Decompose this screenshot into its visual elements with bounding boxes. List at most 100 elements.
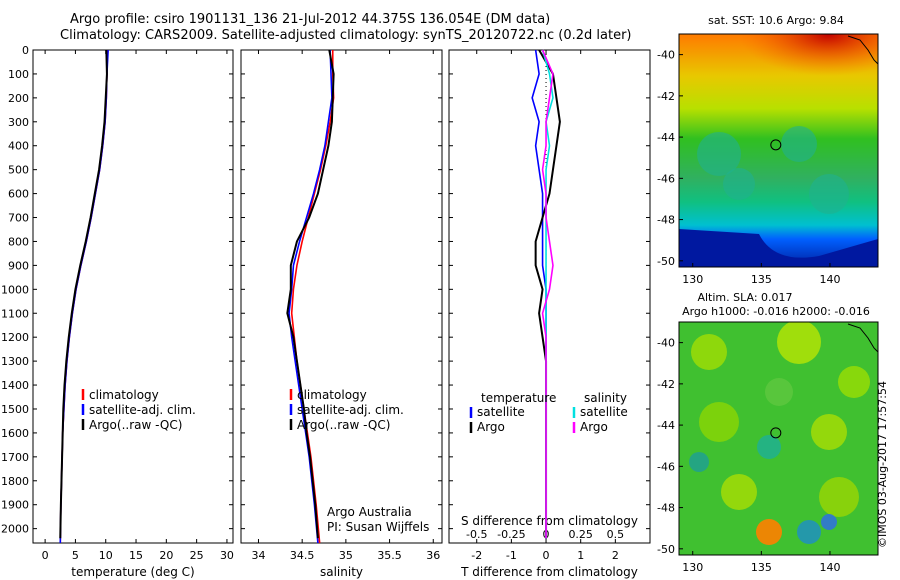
sst-blob xyxy=(781,126,817,162)
differences-panel: -2 -1 0 1 2 T difference from climatology S di… xyxy=(448,49,651,579)
coastline xyxy=(847,35,878,65)
y-tick-label: -50 xyxy=(657,543,675,556)
sst_map-frame xyxy=(678,33,879,268)
y-tick-label: 1500 xyxy=(1,403,29,416)
y-tick-label: -50 xyxy=(657,255,675,268)
y-tick-label: -48 xyxy=(657,214,675,227)
y-tick-label: 200 xyxy=(8,92,29,105)
differences-frame xyxy=(448,49,651,544)
y-tick-label: 700 xyxy=(8,212,29,225)
legend-label: satellite-adj. clim. xyxy=(297,403,404,417)
sla-blob xyxy=(691,334,727,370)
y-tick-label: 1300 xyxy=(1,355,29,368)
sla-blob xyxy=(777,322,821,364)
salinity-panel: 34 34.5 35 35.5 36 salinity climatologysatelli… xyxy=(240,49,443,579)
x-tick-label: 1 xyxy=(577,549,584,562)
x-tick-label: 0 xyxy=(543,549,550,562)
x-tick-label: 130 xyxy=(682,273,703,286)
sla-blob-low xyxy=(821,514,837,530)
sst-blob xyxy=(809,174,849,214)
y-tick-label: -46 xyxy=(657,172,675,185)
x-tick-label: 135 xyxy=(751,273,772,286)
sla_map-frame xyxy=(678,321,879,556)
salinity-diff-axis-label: S difference from climatology xyxy=(461,514,638,528)
y-tick-label: 900 xyxy=(8,259,29,272)
x-tick-label: 36 xyxy=(426,549,440,562)
y-tick-label: 600 xyxy=(8,188,29,201)
legend-title-temperature: temperature xyxy=(481,391,556,405)
x-tick-label: 35.5 xyxy=(377,549,402,562)
y-tick-label: 1900 xyxy=(1,499,29,512)
y-tick-label: -40 xyxy=(657,337,675,350)
legend-label: Argo(..raw -QC) xyxy=(297,418,390,432)
s-tick-label: 0.25 xyxy=(568,528,593,541)
sla-blob xyxy=(765,378,793,406)
sla_map-field xyxy=(679,322,878,555)
temperature-panel: 0100200300400500600700800900100011001200… xyxy=(1,44,234,579)
annotation-text: Argo Australia xyxy=(327,505,412,519)
sla-map-subtitle: Argo h1000: -0.016 h2000: -0.016 xyxy=(682,305,870,318)
salinity-series-argo---raw--qc- xyxy=(286,49,335,539)
temperature-frame xyxy=(32,49,234,544)
s-tick-label: 0.5 xyxy=(607,528,625,541)
y-tick-label: -48 xyxy=(657,502,675,515)
y-tick-label: -46 xyxy=(657,460,675,473)
y-tick-label: 300 xyxy=(8,116,29,129)
x-tick-label: 2 xyxy=(612,549,619,562)
x-tick-label: 0 xyxy=(42,549,49,562)
x-tick-label: 140 xyxy=(819,561,840,574)
temperature-series-argo---raw--qc- xyxy=(59,49,108,539)
salinity-xlabel: salinity xyxy=(320,565,363,579)
y-tick-label: 100 xyxy=(8,68,29,81)
argo-float-marker xyxy=(770,139,782,151)
sst_map-field xyxy=(679,34,878,267)
y-tick-label: -44 xyxy=(657,131,675,144)
legend-label: climatology xyxy=(297,388,367,402)
x-tick-label: 30 xyxy=(220,549,234,562)
x-tick-label: 34.5 xyxy=(290,549,315,562)
legend-title-salinity: salinity xyxy=(584,391,627,405)
legend-label: climatology xyxy=(89,388,159,402)
y-tick-label: 1800 xyxy=(1,475,29,488)
s-tick-label: -0.5 xyxy=(466,528,487,541)
y-tick-label: 0 xyxy=(22,44,29,57)
x-tick-label: 15 xyxy=(129,549,143,562)
x-tick-label: 34 xyxy=(251,549,265,562)
y-tick-label: 1000 xyxy=(1,283,29,296)
coastline xyxy=(847,323,878,353)
x-tick-label: 135 xyxy=(751,561,772,574)
s-tick-label: -0.25 xyxy=(497,528,525,541)
sla-blob-low xyxy=(757,435,781,459)
y-tick-label: 1100 xyxy=(1,307,29,320)
plot-title-line2: Climatology: CARS2009. Satellite-adjuste… xyxy=(60,28,632,43)
legend-label: Argo(..raw -QC) xyxy=(89,418,182,432)
y-tick-label: -44 xyxy=(657,419,675,432)
annotation-text: PI: Susan Wijffels xyxy=(327,520,429,534)
sla-blob xyxy=(721,474,757,510)
legend-label: satellite xyxy=(580,405,628,419)
sst_map-panel: -40 -42 -44 -46 -48 -50 130 135 140 xyxy=(657,33,879,286)
temperature-xlabel: temperature (deg C) xyxy=(71,565,194,579)
y-tick-label: 1600 xyxy=(1,427,29,440)
y-tick-label: -40 xyxy=(657,49,675,62)
y-tick-label: 1200 xyxy=(1,331,29,344)
sla_map-panel: -40 -42 -44 -46 -48 -50 130 135 140 xyxy=(657,321,879,574)
y-tick-label: 1700 xyxy=(1,451,29,464)
x-tick-label: 5 xyxy=(72,549,79,562)
temperature-series-satellite-adj--clim- xyxy=(59,49,109,544)
x-tick-label: 25 xyxy=(190,549,204,562)
cold-water-patch xyxy=(679,229,878,267)
y-tick-label: 500 xyxy=(8,164,29,177)
differences-xlabel: T difference from climatology xyxy=(460,565,638,579)
x-tick-label: -2 xyxy=(471,549,482,562)
y-tick-label: 400 xyxy=(8,140,29,153)
y-tick-label: 2000 xyxy=(1,523,29,536)
legend-label: satellite xyxy=(477,405,525,419)
plot-title-line1: Argo profile: csiro 1901131_136 21-Jul-2… xyxy=(70,12,551,27)
sla-blob-low xyxy=(689,452,709,472)
x-tick-label: 20 xyxy=(159,549,173,562)
sla-blob xyxy=(699,402,739,442)
y-tick-label: -42 xyxy=(657,90,675,103)
sla-blob-low xyxy=(797,520,821,544)
